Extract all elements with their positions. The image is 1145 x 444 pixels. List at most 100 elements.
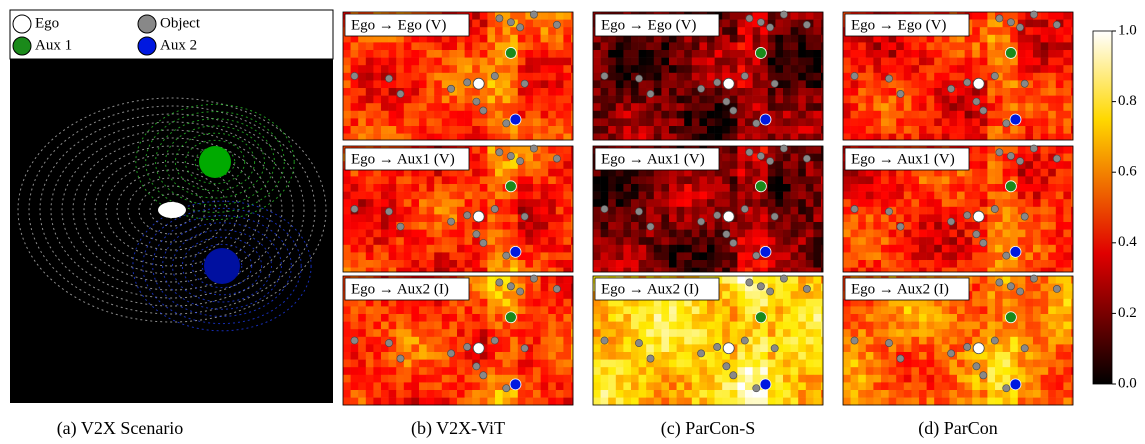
heat-cell — [541, 230, 549, 238]
heat-cell — [737, 27, 745, 35]
heat-cell — [707, 65, 715, 73]
heat-cell — [525, 398, 533, 406]
heat-cell — [608, 65, 616, 73]
heat-cell — [889, 96, 897, 104]
heat-cell — [813, 118, 821, 126]
heat-cell — [1018, 268, 1026, 273]
heat-cell — [427, 306, 435, 314]
heat-cell — [427, 268, 435, 273]
heat-cell — [1041, 169, 1049, 177]
heat-cell — [684, 237, 692, 245]
heat-cell — [601, 268, 609, 273]
heat-cell — [1033, 42, 1041, 50]
heat-cell — [942, 134, 950, 141]
heat-cell — [949, 96, 957, 104]
heat-cell — [684, 50, 692, 58]
heat-cell — [1048, 390, 1056, 398]
heat-cell — [911, 344, 919, 352]
heat-cell — [472, 314, 480, 322]
heat-cell — [775, 73, 783, 81]
heat-cell — [541, 284, 549, 292]
heat-cell — [737, 184, 745, 192]
heat-cell — [442, 322, 450, 330]
heat-cell — [351, 88, 359, 96]
heat-cell — [775, 88, 783, 96]
heat-cell — [548, 260, 556, 268]
heat-cell — [1010, 360, 1018, 368]
heat-cell — [419, 260, 427, 268]
heat-cell — [457, 390, 465, 398]
heat-cell — [1018, 103, 1026, 111]
heat-cell — [858, 329, 866, 337]
heat-cell — [775, 111, 783, 119]
heat-cell — [601, 230, 609, 238]
heat-cell — [919, 65, 927, 73]
heat-cell — [798, 73, 806, 81]
heat-cell — [1033, 88, 1041, 96]
heat-cell — [465, 192, 473, 200]
heat-cell — [677, 176, 685, 184]
heat-cell — [639, 360, 647, 368]
heat-cell — [889, 252, 897, 260]
heat-cell — [843, 260, 851, 268]
heat-cell — [669, 88, 677, 96]
heat-cell — [480, 329, 488, 337]
heat-cell — [358, 184, 366, 192]
heat-cell — [1010, 352, 1018, 360]
heat-cell — [775, 230, 783, 238]
heat-cell — [798, 252, 806, 260]
heat-cell — [707, 360, 715, 368]
heat-cell — [904, 382, 912, 390]
heat-cell — [692, 306, 700, 314]
object-marker — [851, 337, 858, 344]
heat-cell — [972, 176, 980, 184]
heat-cell — [1063, 134, 1071, 141]
heat-cell — [646, 390, 654, 398]
heat-cell — [927, 103, 935, 111]
heat-cell — [480, 314, 488, 322]
object-marker — [980, 107, 987, 114]
heat-cell — [919, 214, 927, 222]
heat-cell — [987, 154, 995, 162]
heat-cell — [1048, 306, 1056, 314]
heat-cell — [873, 237, 881, 245]
heat-cell — [858, 375, 866, 383]
heat-cell — [608, 322, 616, 330]
heat-cell — [753, 260, 761, 268]
heat-cell — [480, 118, 488, 126]
heat-cell — [995, 184, 1003, 192]
heat-cell — [487, 42, 495, 50]
heat-cell — [942, 252, 950, 260]
heat-cell — [1063, 237, 1071, 245]
heat-cell — [866, 322, 874, 330]
heat-cell — [760, 237, 768, 245]
heat-cell — [1063, 299, 1071, 307]
heat-cell — [1033, 237, 1041, 245]
heat-cell — [684, 337, 692, 345]
heat-cell — [806, 398, 814, 406]
heat-cell — [1010, 103, 1018, 111]
heat-cell — [411, 375, 419, 383]
heat-cell — [911, 237, 919, 245]
heat-cell — [563, 237, 571, 245]
heat-cell — [646, 126, 654, 134]
heat-cell — [1063, 154, 1071, 162]
heat-cell — [343, 382, 351, 390]
heat-cell — [881, 245, 889, 253]
heat-cell — [518, 390, 526, 398]
heat-cell — [760, 214, 768, 222]
heat-cell — [601, 237, 609, 245]
heat-cell — [465, 390, 473, 398]
object-marker — [780, 145, 787, 152]
heat-cell — [934, 260, 942, 268]
heat-cell — [449, 65, 457, 73]
heat-cell — [654, 42, 662, 50]
heat-cell — [1048, 207, 1056, 215]
heat-cell — [343, 184, 351, 192]
heat-cell — [942, 337, 950, 345]
heat-cell — [351, 352, 359, 360]
heat-cell — [843, 65, 851, 73]
object-marker — [351, 337, 358, 344]
heat-cell — [503, 375, 511, 383]
object-marker — [553, 155, 560, 162]
